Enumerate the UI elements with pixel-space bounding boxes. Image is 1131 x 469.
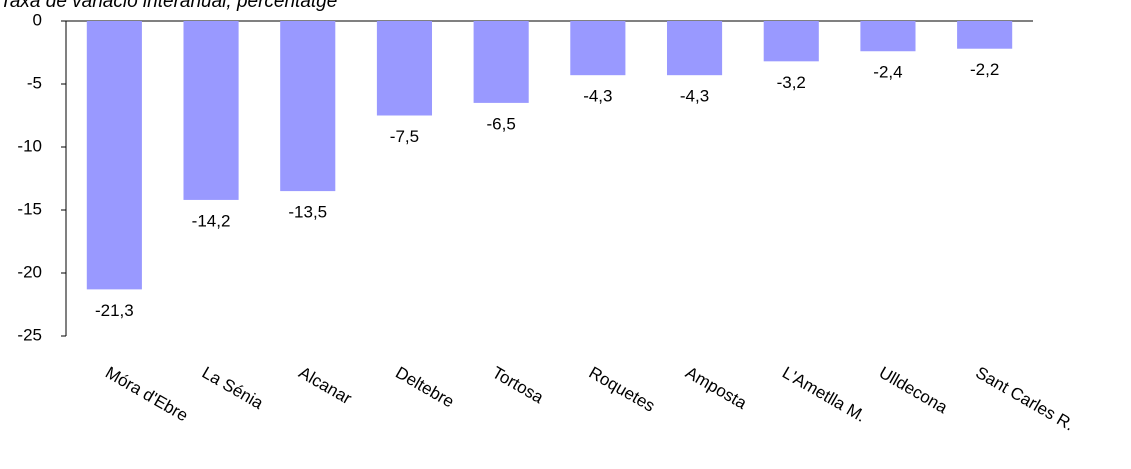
x-tick-label: La Sénia — [199, 363, 267, 413]
value-label: -4,3 — [583, 87, 612, 106]
bar — [376, 21, 433, 116]
x-tick-label: Deltebre — [392, 363, 457, 412]
y-tick-label: -15 — [17, 199, 42, 218]
bar — [860, 21, 916, 52]
x-tick-label: Amposta — [682, 363, 750, 413]
bar — [473, 21, 529, 103]
value-label: -3,2 — [777, 73, 806, 92]
value-label: -7,5 — [390, 127, 419, 146]
y-tick-label: -20 — [17, 262, 42, 281]
bar — [280, 21, 336, 192]
bar — [957, 21, 1013, 49]
value-label: -4,3 — [680, 87, 709, 106]
bar — [763, 21, 819, 62]
x-tick-label: Móra d'Ebre — [102, 363, 191, 425]
y-tick-label: -5 — [27, 73, 42, 92]
y-tick-label: 0 — [33, 10, 42, 29]
value-label: -6,5 — [487, 114, 516, 133]
value-label: -2,4 — [873, 63, 902, 82]
y-tick-label: -25 — [17, 325, 42, 344]
bar — [183, 21, 239, 200]
bar — [666, 21, 723, 76]
x-tick-label: Sant Carles R. — [972, 363, 1077, 435]
value-label: -21,3 — [95, 301, 134, 320]
bar — [570, 21, 626, 76]
value-label: -14,2 — [192, 211, 231, 230]
x-tick-label: Roquetes — [586, 363, 659, 416]
y-tick-label: -10 — [17, 136, 42, 155]
chart-title: Taxa de variació interanual, percentatge — [0, 0, 337, 12]
value-label: -2,2 — [970, 60, 999, 79]
bar — [86, 21, 142, 290]
x-tick-label: L'Ametlla M. — [779, 363, 869, 426]
x-tick-label: Alcanar — [296, 363, 356, 408]
x-tick-label: Ulldecona — [876, 363, 951, 418]
value-label: -13,5 — [288, 203, 327, 222]
x-tick-label: Tortosa — [489, 363, 547, 408]
